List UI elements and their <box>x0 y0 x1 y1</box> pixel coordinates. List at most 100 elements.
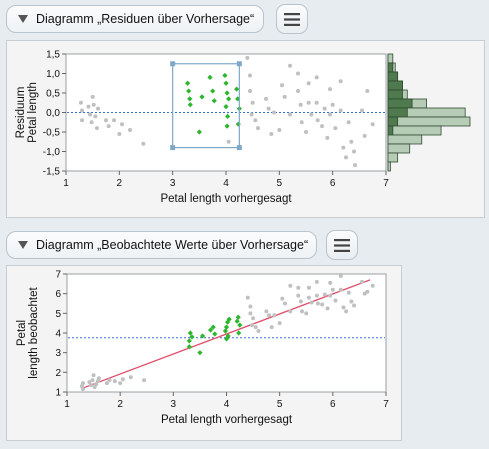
x-tick-label: 7 <box>383 178 389 189</box>
brush-handle <box>170 145 176 151</box>
unselected-point <box>309 112 314 117</box>
unselected-point <box>325 306 330 311</box>
unselected-point <box>250 323 255 328</box>
selected-point <box>223 104 229 110</box>
x-tick-label: 2 <box>117 178 123 189</box>
selected-point <box>222 328 229 334</box>
unselected-point <box>315 301 320 306</box>
y-tick-label: 2 <box>55 368 61 379</box>
unselected-point <box>248 89 252 94</box>
triangle-down-icon[interactable] <box>18 241 28 249</box>
unselected-point <box>328 293 333 298</box>
brush-handle <box>236 61 242 67</box>
selection-brush <box>172 63 240 149</box>
unselected-point <box>338 287 343 292</box>
unselected-point <box>349 139 354 144</box>
residual-plot-menu-button[interactable] <box>276 4 308 34</box>
unselected-point <box>117 131 122 136</box>
unselected-point <box>322 292 327 297</box>
selected-point <box>234 86 240 92</box>
actual-by-predicted-panel: 1 2 3 4 5 6 7 7 6 5 4 3 2 1 Petal length vorhergesagt P… <box>6 265 402 441</box>
unselected-point <box>330 102 335 107</box>
histogram-bar-selected <box>387 98 413 109</box>
actual-by-predicted-menu-button[interactable] <box>326 230 358 260</box>
selected-point <box>187 96 193 102</box>
unselected-point <box>352 149 356 154</box>
unselected-point <box>338 79 343 84</box>
unselected-point <box>141 141 146 146</box>
unselected-point <box>344 155 348 160</box>
unselected-point <box>80 387 85 392</box>
y-tick-label: 0,5 <box>46 89 60 100</box>
unselected-point <box>269 325 274 330</box>
selected-point <box>237 322 243 328</box>
selected-point <box>187 330 193 336</box>
unselected-point <box>365 89 370 94</box>
selected-point <box>207 74 213 80</box>
unselected-point <box>346 290 351 295</box>
histogram-bar-selected <box>387 62 394 73</box>
selected-point <box>236 330 242 336</box>
x-axis-label: Petal length vorhergesagt <box>161 414 293 426</box>
residual-plot-header[interactable]: Diagramm „Residuen über Vorhersage“ <box>6 5 264 33</box>
unselected-point <box>226 139 231 144</box>
triangle-down-icon[interactable] <box>18 15 28 23</box>
unselected-point <box>298 102 303 107</box>
y-tick-label: -1,0 <box>43 147 61 158</box>
unselected-point <box>256 126 260 131</box>
unselected-point <box>94 382 99 387</box>
unselected-point <box>266 106 271 111</box>
unselected-point <box>142 378 147 383</box>
y-tick-label: 0,0 <box>46 108 60 119</box>
unselected-point <box>288 283 293 288</box>
unselected-point <box>314 75 319 80</box>
histogram-bar-selected <box>387 107 408 118</box>
y-axis-label-line1: Petal <box>16 320 28 346</box>
brush-handle <box>236 145 242 151</box>
unselected-point <box>304 311 309 316</box>
y-axis-label-line2: Petal length <box>27 82 39 143</box>
actual-by-predicted-header[interactable]: Diagramm „Beobachtete Werte über Vorhers… <box>6 231 317 259</box>
unselected-point <box>296 71 300 76</box>
histogram-bar <box>387 53 394 64</box>
residual-plot-panel: 1 2 3 4 5 6 7 1,5 1,0 0,5 0,0 -0,5 -1,0 -1,5 Petal len… <box>6 40 485 218</box>
selected-point <box>235 314 241 320</box>
unselected-point <box>322 106 327 111</box>
unselected-point <box>277 321 282 326</box>
x-tick-label: 4 <box>223 178 229 189</box>
histogram-bar-selected <box>387 116 399 127</box>
unselected-point <box>352 303 357 308</box>
selected-point <box>224 123 230 129</box>
x-tick-label: 6 <box>330 399 336 410</box>
unselected-point <box>251 316 256 321</box>
unselected-point <box>80 118 84 123</box>
unselected-point <box>107 378 112 383</box>
x-tick-label: 1 <box>63 178 69 189</box>
unselected-point <box>86 104 91 109</box>
selected-point <box>186 344 192 350</box>
unselected-point <box>296 293 301 298</box>
unselected-point <box>96 376 101 381</box>
y-tick-label: 5 <box>55 309 61 320</box>
unselected-point <box>349 299 354 304</box>
histogram-bar <box>387 116 471 127</box>
y-tick-label: -0,5 <box>43 128 61 139</box>
x-tick-label: 5 <box>277 178 283 189</box>
unselected-point <box>338 273 343 278</box>
unselected-point <box>280 83 284 88</box>
x-tick-label: 1 <box>64 399 70 410</box>
selected-point <box>199 94 205 100</box>
unselected-point <box>120 377 125 382</box>
residual-plot-chart: 1 2 3 4 5 6 7 1,5 1,0 0,5 0,0 -0,5 -1,0 -1,5 Petal len… <box>15 50 471 205</box>
unselected-point <box>92 385 97 390</box>
histogram-bar <box>387 143 411 154</box>
histogram-bar-selected <box>387 80 403 91</box>
unselected-point <box>277 128 282 133</box>
unselected-point <box>344 309 349 314</box>
unselected-point <box>272 313 277 318</box>
selected-point <box>210 88 216 94</box>
unselected-point <box>330 287 335 292</box>
x-tick-label: 7 <box>383 399 389 410</box>
unselected-point <box>80 381 85 386</box>
unselected-point <box>264 96 268 101</box>
